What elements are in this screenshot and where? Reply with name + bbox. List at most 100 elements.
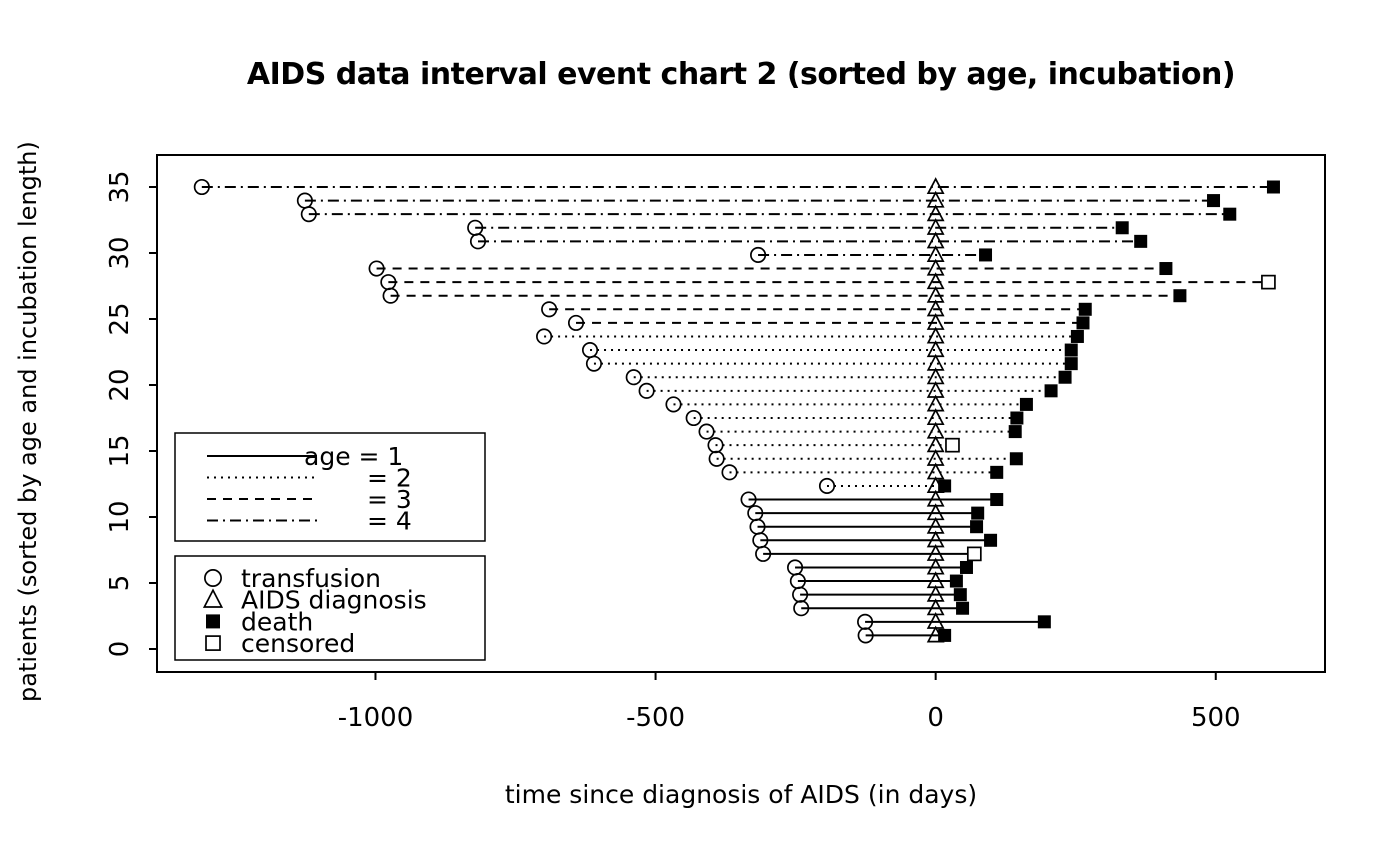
death-marker	[938, 628, 952, 642]
legend-marker-label: censored	[241, 629, 355, 658]
y-axis-tick-label: 0	[105, 641, 135, 658]
death-marker	[1159, 262, 1173, 276]
death-marker	[1019, 397, 1033, 411]
transfusion-marker	[665, 396, 682, 413]
y-axis-tick-label: 20	[105, 368, 135, 401]
aids-diagnosis-marker	[926, 435, 945, 453]
death-marker	[1207, 194, 1221, 208]
death-marker	[1009, 452, 1023, 466]
aids-diagnosis-marker	[926, 448, 945, 466]
event-row-patient-5	[789, 571, 963, 590]
y-axis-tick-label: 35	[105, 170, 135, 203]
death-marker	[990, 493, 1004, 507]
event-row-patient-19	[638, 381, 1058, 399]
event-row-patient-13	[721, 462, 1004, 481]
aids-diagnosis-marker	[926, 285, 945, 303]
event-row-patient-33	[296, 190, 1221, 209]
x-axis-tick-label: 0	[927, 703, 944, 733]
event-row-patient-24	[567, 313, 1090, 331]
transfusion-marker	[750, 246, 767, 263]
death-marker	[979, 248, 993, 262]
y-axis-tick-label: 10	[105, 500, 135, 533]
death-marker	[1064, 343, 1078, 357]
aids-diagnosis-marker	[926, 190, 945, 208]
event-row-patient-1	[857, 625, 952, 644]
legend-markers-box	[174, 555, 486, 661]
death-marker	[984, 533, 998, 547]
aids-diagnosis-marker	[926, 217, 945, 235]
chart-title: AIDS data interval event chart 2 (sorted…	[246, 57, 1236, 92]
event-row-patient-28	[368, 258, 1173, 277]
event-row-patient-21	[585, 353, 1078, 372]
event-row-patient-16	[698, 421, 1022, 440]
y-axis-tick-label: 25	[105, 302, 135, 335]
aids-diagnosis-marker	[926, 584, 945, 602]
circle-open-icon	[204, 569, 222, 587]
y-axis-tick-label: 30	[105, 236, 135, 269]
event-row-patient-6	[787, 557, 973, 576]
legend-marker-label: death	[241, 607, 313, 636]
censored-marker	[966, 546, 982, 562]
aids-diagnosis-marker	[926, 313, 945, 330]
event-row-patient-34	[193, 177, 1280, 196]
y-axis-tick-label: 5	[105, 575, 135, 592]
death-marker	[990, 465, 1004, 479]
aids-diagnosis-marker	[926, 353, 945, 371]
transfusion-marker	[536, 328, 553, 345]
event-row-patient-3	[793, 598, 970, 617]
legend-line-styles-box	[174, 432, 486, 542]
death-marker	[1223, 207, 1237, 221]
aids-diagnosis-marker	[926, 421, 945, 439]
censored-marker	[1261, 274, 1276, 290]
event-row-patient-30	[469, 231, 1148, 250]
death-marker	[971, 506, 985, 520]
legend-age-label: = 4	[367, 507, 412, 536]
aids-diagnosis-marker	[926, 258, 945, 276]
death-marker	[1173, 289, 1187, 303]
death-marker	[1058, 370, 1072, 384]
death-marker	[1266, 180, 1280, 194]
death-marker	[953, 588, 967, 602]
censored-marker	[945, 437, 960, 453]
aids-diagnosis-marker	[926, 571, 945, 589]
aids-diagnosis-marker	[926, 544, 945, 561]
legend-marker-label: AIDS diagnosis	[241, 586, 427, 615]
transfusion-marker	[698, 423, 715, 440]
event-row-patient-17	[685, 408, 1024, 427]
transfusion-marker	[567, 314, 585, 331]
transfusion-marker	[857, 613, 874, 630]
x-axis-title: time since diagnosis of AIDS (in days)	[504, 780, 978, 809]
aids-diagnosis-marker	[926, 326, 945, 344]
transfusion-marker	[625, 369, 642, 386]
transfusion-marker	[707, 437, 724, 454]
death-marker	[1115, 221, 1129, 235]
death-marker	[1008, 425, 1022, 439]
aids-diagnosis-marker	[926, 245, 945, 262]
event-row-patient-4	[792, 584, 967, 603]
death-marker	[956, 601, 970, 615]
legend-marker-label: transfusion	[241, 564, 381, 593]
death-marker	[1134, 234, 1148, 248]
aids-diagnosis-marker	[926, 394, 945, 412]
legend-line-styles: age = 1= 2= 3= 4	[174, 432, 486, 542]
transfusion-marker	[368, 260, 385, 277]
aids-diagnosis-marker	[926, 408, 945, 426]
transfusion-marker	[193, 178, 210, 196]
legend-age-label: = 2	[367, 464, 412, 493]
death-marker	[1078, 302, 1092, 316]
plot-frame	[156, 154, 1326, 673]
aids-diagnosis-marker	[926, 367, 945, 385]
legend-age-label: = 3	[367, 485, 412, 514]
aids-diagnosis-marker	[926, 272, 945, 290]
aids-diagnosis-marker	[926, 489, 945, 507]
x-axis-tick-label: -500	[626, 703, 685, 733]
aids-diagnosis-marker	[926, 204, 945, 222]
event-row-patient-31	[467, 217, 1129, 236]
aids-diagnosis-marker	[926, 598, 945, 616]
event-row-patient-9	[749, 516, 984, 535]
event-row-patient-22	[581, 340, 1078, 359]
death-marker	[1044, 384, 1058, 398]
event-row-patient-23	[536, 326, 1084, 345]
event-row-patient-32	[300, 204, 1237, 223]
